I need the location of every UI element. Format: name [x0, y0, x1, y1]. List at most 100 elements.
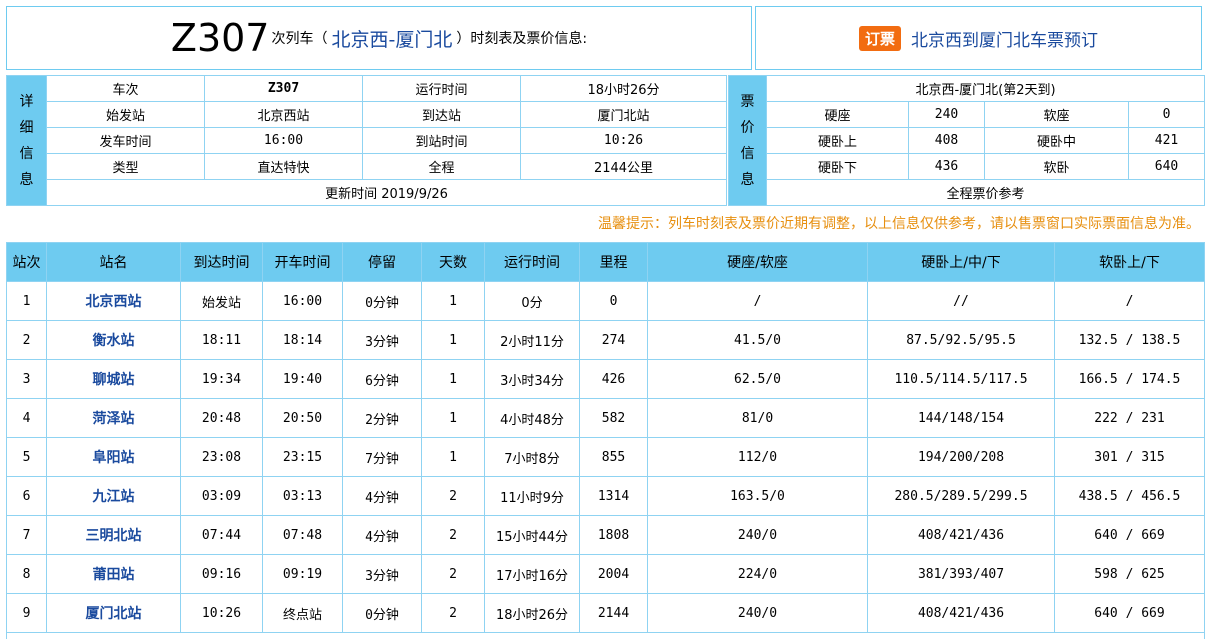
col-header: 到达时间 — [181, 243, 263, 282]
elapsed-time: 15小时44分 — [485, 516, 580, 555]
soft-sleeper-price: 222 / 231 — [1055, 399, 1205, 438]
soft-sleeper-price: 166.5 / 174.5 — [1055, 360, 1205, 399]
seat-price: 240/0 — [648, 516, 868, 555]
depart-time: 终点站 — [263, 594, 343, 633]
booking-banner[interactable]: 订票 北京西到厦门北车票预订 — [755, 6, 1202, 70]
soft-sleeper-price: 598 / 625 — [1055, 555, 1205, 594]
station-index: 6 — [7, 477, 47, 516]
seat-price: 81/0 — [648, 399, 868, 438]
day-count: 1 — [422, 282, 485, 321]
station-index: 7 — [7, 516, 47, 555]
distance: 2004 — [580, 555, 648, 594]
distance: 274 — [580, 321, 648, 360]
seat-price: 41.5/0 — [648, 321, 868, 360]
station-name[interactable]: 北京西站 — [47, 282, 181, 321]
depart-time: 18:14 — [263, 321, 343, 360]
detail-value: 厦门北站 — [521, 102, 727, 128]
elapsed-time: 17小时16分 — [485, 555, 580, 594]
hard-sleeper-price: 408/421/436 — [868, 594, 1055, 633]
hard-sleeper-price: 194/200/208 — [868, 438, 1055, 477]
stop-duration: 0分钟 — [343, 594, 422, 633]
elapsed-time: 11小时9分 — [485, 477, 580, 516]
station-name[interactable]: 聊城站 — [47, 360, 181, 399]
station-name[interactable]: 衡水站 — [47, 321, 181, 360]
price-value: 408 — [909, 128, 985, 154]
seat-price: 240/0 — [648, 594, 868, 633]
station-name[interactable]: 阜阳站 — [47, 438, 181, 477]
distance: 0 — [580, 282, 648, 321]
stop-duration: 7分钟 — [343, 438, 422, 477]
detail-value: 16:00 — [205, 128, 363, 154]
station-index: 8 — [7, 555, 47, 594]
col-header: 天数 — [422, 243, 485, 282]
arrive-time: 19:34 — [181, 360, 263, 399]
soft-sleeper-price: 640 / 669 — [1055, 516, 1205, 555]
price-info-table: 票价信息 北京西-厦门北(第2天到) 硬座 240 软座 0 硬卧上 408 硬… — [728, 75, 1205, 206]
seat-price: 62.5/0 — [648, 360, 868, 399]
station-index: 5 — [7, 438, 47, 477]
day-count: 1 — [422, 360, 485, 399]
price-label: 软座 — [985, 102, 1129, 128]
stop-duration: 2分钟 — [343, 399, 422, 438]
detail-value: 10:26 — [521, 128, 727, 154]
day-count: 2 — [422, 594, 485, 633]
booking-link[interactable]: 北京西到厦门北车票预订 — [911, 26, 1098, 51]
detail-label: 全程 — [363, 154, 521, 180]
col-header: 硬座/软座 — [648, 243, 868, 282]
col-header: 开车时间 — [263, 243, 343, 282]
seat-price: 224/0 — [648, 555, 868, 594]
arrive-time: 18:11 — [181, 321, 263, 360]
soft-sleeper-price: 640 / 669 — [1055, 594, 1205, 633]
elapsed-time: 2小时11分 — [485, 321, 580, 360]
booking-badge[interactable]: 订票 — [859, 26, 901, 51]
arrive-time: 09:16 — [181, 555, 263, 594]
stop-duration: 0分钟 — [343, 282, 422, 321]
arrive-time: 03:09 — [181, 477, 263, 516]
station-name[interactable]: 菏泽站 — [47, 399, 181, 438]
hard-sleeper-price: 280.5/289.5/299.5 — [868, 477, 1055, 516]
elapsed-time: 4小时48分 — [485, 399, 580, 438]
elapsed-time: 18小时26分 — [485, 594, 580, 633]
station-name[interactable]: 九江站 — [47, 477, 181, 516]
depart-time: 07:48 — [263, 516, 343, 555]
stop-duration: 4分钟 — [343, 516, 422, 555]
table-footer-cell — [7, 633, 1205, 639]
station-index: 4 — [7, 399, 47, 438]
schedule-table: 站次 站名 到达时间 开车时间 停留 天数 运行时间 里程 硬座/软座 硬卧上/… — [6, 242, 1205, 639]
distance: 1314 — [580, 477, 648, 516]
title-tail: ）时刻表及票价信息: — [456, 28, 587, 48]
day-count: 1 — [422, 399, 485, 438]
title-suffix: 次列车（ — [271, 28, 327, 48]
arrive-time: 07:44 — [181, 516, 263, 555]
col-header: 站名 — [47, 243, 181, 282]
col-header: 停留 — [343, 243, 422, 282]
price-label: 硬卧中 — [985, 128, 1129, 154]
detail-label: 类型 — [47, 154, 205, 180]
soft-sleeper-price: 132.5 / 138.5 — [1055, 321, 1205, 360]
price-label: 硬卧上 — [767, 128, 909, 154]
col-header: 运行时间 — [485, 243, 580, 282]
detail-info-table: 详细信息 车次 Z307 运行时间 18小时26分 始发站 北京西站 到达站 厦… — [6, 75, 727, 206]
station-index: 9 — [7, 594, 47, 633]
price-label: 硬座 — [767, 102, 909, 128]
hard-sleeper-price: 87.5/92.5/95.5 — [868, 321, 1055, 360]
col-header: 里程 — [580, 243, 648, 282]
price-value: 421 — [1129, 128, 1205, 154]
station-name[interactable]: 三明北站 — [47, 516, 181, 555]
price-label: 软卧 — [985, 154, 1129, 180]
depart-time: 03:13 — [263, 477, 343, 516]
station-index: 3 — [7, 360, 47, 399]
station-name[interactable]: 厦门北站 — [47, 594, 181, 633]
seat-price: / — [648, 282, 868, 321]
col-header: 软卧上/下 — [1055, 243, 1205, 282]
detail-value: 2144公里 — [521, 154, 727, 180]
station-name[interactable]: 莆田站 — [47, 555, 181, 594]
detail-label: 到达站 — [363, 102, 521, 128]
seat-price: 112/0 — [648, 438, 868, 477]
schedule-header-row: 站次 站名 到达时间 开车时间 停留 天数 运行时间 里程 硬座/软座 硬卧上/… — [7, 243, 1205, 282]
